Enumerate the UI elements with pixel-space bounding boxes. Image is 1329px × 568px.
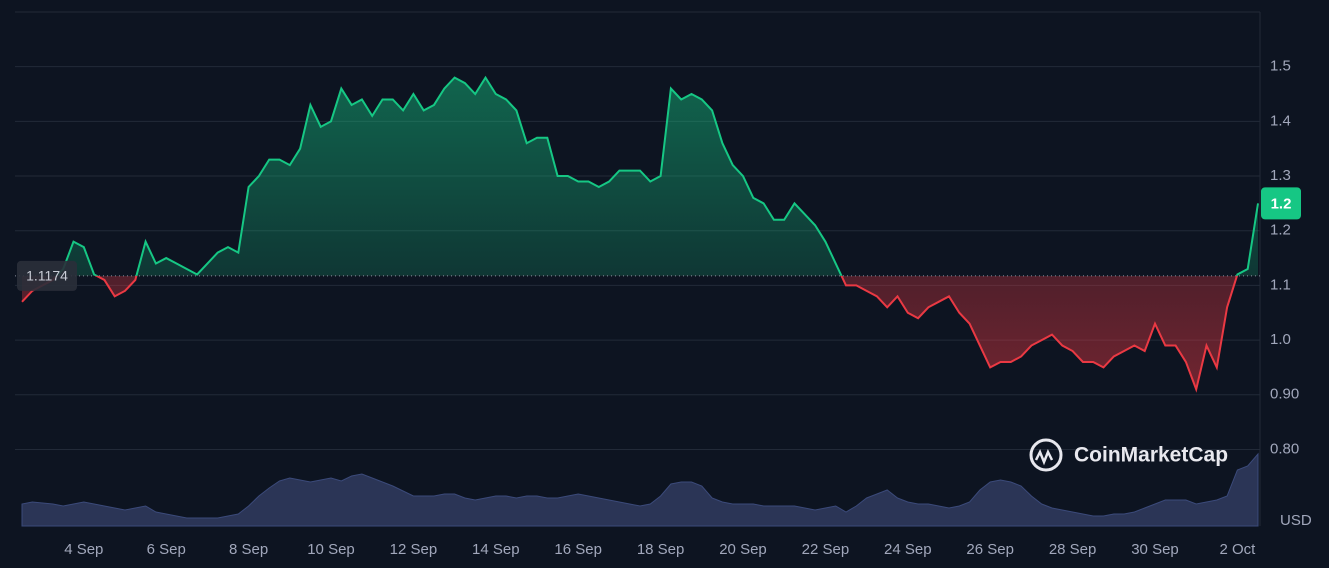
x-tick-label: 16 Sep — [554, 541, 602, 558]
x-tick-label: 28 Sep — [1049, 541, 1097, 558]
price-line-down — [21, 275, 1239, 393]
y-tick-label: 1.2 — [1270, 222, 1291, 239]
x-tick-label: 14 Sep — [472, 541, 520, 558]
baseline-label: 1.1174 — [26, 268, 68, 284]
x-tick-label: 8 Sep — [229, 541, 268, 558]
x-tick-label: 24 Sep — [884, 541, 932, 558]
watermark-text: CoinMarketCap — [1074, 444, 1228, 467]
price-line-up — [55, 75, 1259, 276]
y-tick-label: 1.1 — [1270, 276, 1291, 293]
last-price-label: 1.2 — [1271, 195, 1292, 212]
y-tick-label: 1.5 — [1270, 58, 1291, 75]
y-tick-label: 0.80 — [1270, 440, 1299, 457]
x-tick-label: 12 Sep — [390, 541, 438, 558]
x-tick-label: 2 Oct — [1219, 541, 1256, 558]
x-tick-label: 10 Sep — [307, 541, 355, 558]
axis-unit: USD — [1280, 512, 1312, 529]
x-tick-label: 20 Sep — [719, 541, 767, 558]
logo — [1029, 438, 1063, 472]
x-tick-label: 26 Sep — [966, 541, 1014, 558]
watermark: CoinMarketCap — [1029, 438, 1228, 472]
logo-mark — [1034, 448, 1054, 466]
last-price-badge — [1261, 187, 1301, 220]
y-tick-label: 1.0 — [1270, 331, 1291, 348]
y-tick-label: 1.4 — [1270, 112, 1291, 129]
area-up — [56, 77, 1258, 276]
x-tick-label: 18 Sep — [637, 541, 685, 558]
baseline-badge — [17, 260, 77, 291]
y-tick-label: 0.90 — [1270, 386, 1299, 403]
x-tick-label: 22 Sep — [802, 541, 850, 558]
x-tick-label: 4 Sep — [64, 541, 103, 558]
x-tick-label: 6 Sep — [147, 541, 186, 558]
area-down — [22, 275, 1258, 390]
y-tick-label: 1.3 — [1270, 167, 1291, 184]
volume-area — [21, 452, 1259, 527]
x-tick-label: 30 Sep — [1131, 541, 1179, 558]
